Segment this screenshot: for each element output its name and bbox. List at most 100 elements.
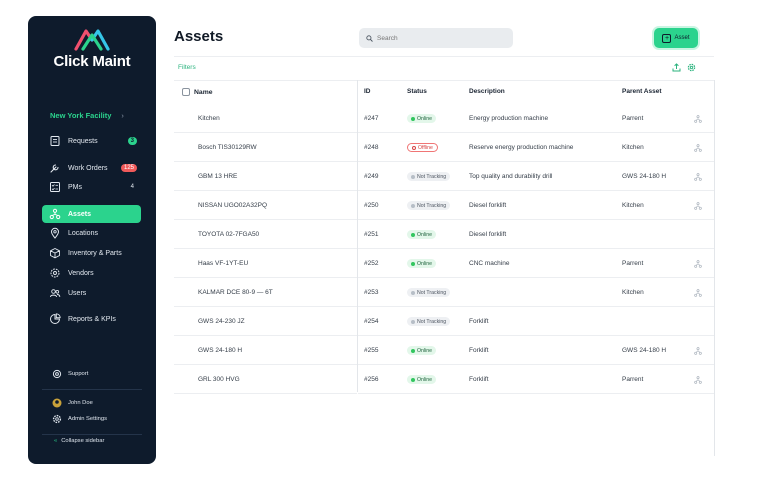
asset-description: CNC machine xyxy=(469,260,510,267)
status-badge: Online xyxy=(407,230,436,239)
table-row[interactable]: Haas VF-1YT-EU xyxy=(174,249,357,278)
parent-asset[interactable]: Kitchen xyxy=(622,289,644,296)
table-row[interactable]: #256 Online Forklift Parrent xyxy=(358,365,714,394)
hierarchy-icon[interactable] xyxy=(694,336,702,365)
status-cell: Not Tracking xyxy=(407,162,451,191)
status-badge: Not Tracking xyxy=(407,172,451,181)
sidebar-item-work-orders[interactable]: Work Orders 125 xyxy=(42,159,141,177)
table-row[interactable]: KALMAR DCE 80-9 — 6T xyxy=(174,278,357,307)
hierarchy-icon[interactable] xyxy=(694,104,702,133)
hierarchy-icon[interactable] xyxy=(694,133,702,162)
sidebar-item-label: PMs xyxy=(68,183,82,191)
select-all-checkbox[interactable] xyxy=(182,88,190,96)
parent-asset[interactable]: Parrent xyxy=(622,376,644,383)
description-column-header[interactable]: Description xyxy=(469,88,505,95)
collapse-sidebar-button[interactable]: « Collapse sidebar xyxy=(54,438,104,444)
hierarchy-icon[interactable] xyxy=(694,249,702,278)
table-row[interactable]: GRL 300 HVG xyxy=(174,365,357,394)
asset-name[interactable]: Bosch TIS30129RW xyxy=(198,143,257,151)
asset-id: #247 xyxy=(364,115,379,122)
add-asset-button[interactable]: + Asset xyxy=(654,28,698,48)
id-column-header[interactable]: ID xyxy=(364,88,371,95)
table-row[interactable]: #251 Online Diesel forklift xyxy=(358,220,714,249)
status-label: Online xyxy=(417,231,432,238)
hierarchy-icon[interactable] xyxy=(694,162,702,191)
sidebar-item-vendors[interactable]: Vendors xyxy=(42,264,141,282)
asset-name[interactable]: GWS 24-180 H xyxy=(198,346,243,354)
name-header-label: Name xyxy=(194,88,213,96)
table-row[interactable]: GBM 13 HRE xyxy=(174,162,357,191)
table-row[interactable]: #248 Offline Reserve energy production mac… xyxy=(358,133,714,162)
sidebar-item-pms[interactable]: PMs 4 xyxy=(42,178,141,196)
search-icon xyxy=(366,34,373,42)
parent-asset[interactable]: Parrent xyxy=(622,260,644,267)
sidebar-item-label: Assets xyxy=(68,210,91,218)
hierarchy-icon[interactable] xyxy=(694,365,702,394)
table-row[interactable]: GWS 24-180 H xyxy=(174,336,357,365)
parent-asset[interactable]: GWS 24-180 H xyxy=(622,173,667,180)
search-box[interactable] xyxy=(359,28,513,48)
filters-button[interactable]: Filters xyxy=(178,64,196,71)
settings-icon[interactable] xyxy=(687,63,696,72)
support-link[interactable]: Support xyxy=(52,369,88,379)
asset-name[interactable]: NISSAN UGO02A32PQ xyxy=(198,201,267,209)
status-dot-icon xyxy=(411,319,415,324)
status-cell: Offline xyxy=(407,133,438,162)
sidebar-item-label: Users xyxy=(68,289,87,297)
table-row[interactable]: GWS 24-230 JZ xyxy=(174,307,357,336)
table-row[interactable]: Kitchen xyxy=(174,104,357,133)
table-row[interactable]: #247 Online Energy production machine Parre… xyxy=(358,104,714,133)
search-input[interactable] xyxy=(377,34,497,42)
support-icon xyxy=(52,369,62,379)
asset-id: #248 xyxy=(364,144,379,151)
table-row[interactable]: #250 Not Tracking Diesel forklift Kitchen xyxy=(358,191,714,220)
sidebar-item-requests[interactable]: Requests 3 xyxy=(42,132,141,150)
table-row[interactable]: #253 Not Tracking Kitchen xyxy=(358,278,714,307)
asset-id: #250 xyxy=(364,202,379,209)
table-row[interactable]: #252 Online CNC machine Parrent xyxy=(358,249,714,278)
facility-selector[interactable]: New York Facility › xyxy=(50,111,124,120)
sidebar-item-reports-kpis[interactable]: Reports & KPIs xyxy=(42,310,141,328)
status-cell: Not Tracking xyxy=(407,191,451,220)
asset-name[interactable]: TOYOTA 02-7FGA50 xyxy=(198,230,260,238)
table-row[interactable]: #249 Not Tracking Top quality and durabili… xyxy=(358,162,714,191)
sidebar-item-label: Locations xyxy=(68,229,98,237)
pie-chart-icon xyxy=(49,313,61,325)
count-badge: 125 xyxy=(120,164,137,172)
asset-name[interactable]: Kitchen xyxy=(198,114,220,122)
status-dot-icon xyxy=(411,290,415,295)
asset-name[interactable]: KALMAR DCE 80-9 — 6T xyxy=(198,288,273,296)
parent-asset[interactable]: Kitchen xyxy=(622,202,644,209)
table-row[interactable]: #254 Not Tracking Forklift xyxy=(358,307,714,336)
parent-asset[interactable]: GWS 24-180 H xyxy=(622,347,667,354)
asset-name[interactable]: GBM 13 HRE xyxy=(198,172,238,180)
table-row[interactable]: NISSAN UGO02A32PQ xyxy=(174,191,357,220)
table-row[interactable]: #255 Online Forklift GWS 24-180 H xyxy=(358,336,714,365)
export-icon[interactable] xyxy=(672,63,681,72)
table-row[interactable]: TOYOTA 02-7FGA50 xyxy=(174,220,357,249)
status-cell: Online xyxy=(407,220,436,249)
asset-name[interactable]: GWS 24-230 JZ xyxy=(198,317,245,325)
sidebar-item-locations[interactable]: Locations xyxy=(42,224,141,242)
status-column-header[interactable]: Status xyxy=(407,88,427,95)
status-badge: Online xyxy=(407,259,436,268)
parent-asset[interactable]: Parrent xyxy=(622,115,644,122)
hierarchy-icon[interactable] xyxy=(694,278,702,307)
parent-asset-column-header[interactable]: Parent Asset xyxy=(622,88,662,95)
sidebar-item-inventory-parts[interactable]: Inventory & Parts xyxy=(42,244,141,262)
footer-divider xyxy=(42,389,142,390)
hierarchy-icon[interactable] xyxy=(694,191,702,220)
sidebar-item-users[interactable]: Users xyxy=(42,284,141,302)
count-badge: 3 xyxy=(127,137,137,145)
status-label: Online xyxy=(417,376,432,383)
asset-name[interactable]: GRL 300 HVG xyxy=(198,375,240,383)
status-label: Online xyxy=(417,115,432,122)
assets-icon xyxy=(49,208,61,220)
status-cell: Online xyxy=(407,336,436,365)
table-row[interactable]: Bosch TIS30129RW xyxy=(174,133,357,162)
parent-asset[interactable]: Kitchen xyxy=(622,144,644,151)
user-profile[interactable]: John Doe xyxy=(52,398,93,408)
asset-name[interactable]: Haas VF-1YT-EU xyxy=(198,259,249,267)
admin-settings-link[interactable]: Admin Settings xyxy=(52,414,107,424)
sidebar-item-assets[interactable]: Assets xyxy=(42,205,141,223)
